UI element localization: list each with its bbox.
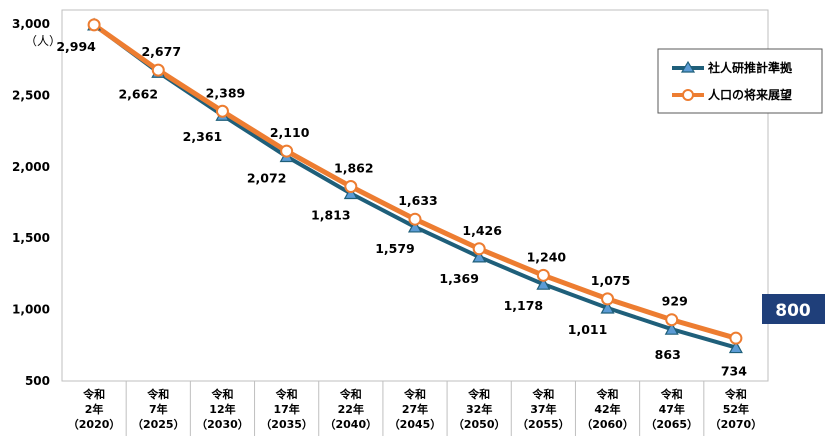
x-tick-label: 令和 bbox=[596, 387, 619, 401]
y-unit-label: （人） bbox=[25, 34, 61, 48]
x-tick-label: 令和 bbox=[210, 387, 233, 401]
series-line-2 bbox=[91, 22, 739, 341]
series-2-data-label: 2,677 bbox=[141, 44, 181, 59]
x-tick-label: （2020） bbox=[68, 418, 121, 431]
x-tick-label: 令和 bbox=[724, 387, 747, 401]
x-tick-label: （2035） bbox=[260, 418, 313, 431]
series-2-marker bbox=[151, 63, 165, 77]
y-tick-label: 2,500 bbox=[12, 88, 50, 102]
series-2-marker bbox=[601, 292, 615, 306]
series-2-data-label: 1,240 bbox=[527, 249, 567, 264]
x-tick-label: （2040） bbox=[325, 418, 378, 431]
series-1-marker bbox=[536, 276, 551, 290]
legend-marker-series-1 bbox=[680, 60, 696, 73]
y-axis-ticks: 3,000 2,500 2,000 1,500 1,000 500 bbox=[12, 17, 50, 388]
series-1-data-label: 1,178 bbox=[504, 298, 544, 313]
legend-marker-series-2 bbox=[682, 89, 694, 101]
x-tick-label: （2030） bbox=[196, 418, 249, 431]
x-tick-label: 令和 bbox=[275, 387, 298, 401]
x-tick-label: （2045） bbox=[389, 418, 442, 431]
legend-box bbox=[657, 48, 823, 114]
series-2-data-label: 2,389 bbox=[206, 85, 246, 100]
y-tick-label: 1,500 bbox=[12, 231, 50, 245]
series-2-data-label: 2,994 bbox=[56, 39, 96, 54]
y-tick-label: 3,000 bbox=[12, 17, 50, 31]
y-tick-label: 500 bbox=[25, 374, 50, 388]
series-1-marker bbox=[728, 340, 743, 354]
highlight-box bbox=[762, 294, 825, 324]
series-2-data-label: 1,426 bbox=[462, 223, 502, 238]
x-tick-label: 22年 bbox=[338, 402, 364, 416]
series-2-marker bbox=[729, 331, 743, 345]
series-2-marker bbox=[536, 268, 550, 282]
series-2-marker bbox=[280, 144, 294, 158]
x-tick-label: 47年 bbox=[659, 402, 685, 416]
x-tick-label: （2025） bbox=[132, 418, 185, 431]
series-2-marker bbox=[408, 212, 422, 226]
series-1-data-label: 863 bbox=[655, 347, 681, 362]
x-tick-label: （2050） bbox=[453, 418, 506, 431]
x-category-separators bbox=[125, 381, 705, 436]
x-tick-label: 令和 bbox=[146, 387, 169, 401]
x-tick-label: 2年 bbox=[85, 402, 104, 416]
series-1-data-label: 1,011 bbox=[568, 322, 608, 337]
series-1-data-label: 1,813 bbox=[311, 208, 351, 223]
x-tick-label: （2060） bbox=[581, 418, 634, 431]
series-1-marker bbox=[664, 321, 679, 335]
series-2-data-label: 2,110 bbox=[270, 125, 310, 140]
x-tick-label: 令和 bbox=[660, 387, 683, 401]
x-tick-label: 37年 bbox=[530, 402, 556, 416]
series-2-data-label: 1,075 bbox=[591, 273, 631, 288]
x-tick-label: 令和 bbox=[531, 387, 554, 401]
series-1-data-label: 2,072 bbox=[247, 171, 287, 186]
series-2-data-label: 1,633 bbox=[398, 193, 438, 208]
x-tick-label: 7年 bbox=[149, 402, 168, 416]
legend-label-series-1: 社人研推計準拠 bbox=[707, 60, 793, 75]
highlight-value: 800 bbox=[775, 301, 811, 321]
x-tick-label: 令和 bbox=[403, 387, 426, 401]
series-2-marker bbox=[665, 313, 679, 327]
legend-label-series-2: 人口の将来展望 bbox=[708, 87, 792, 102]
x-tick-label: 17年 bbox=[273, 402, 299, 416]
x-tick-label: （2065） bbox=[645, 418, 698, 431]
x-tick-label: （2055） bbox=[517, 418, 570, 431]
series-1-marker bbox=[407, 219, 423, 233]
series-line-1 bbox=[92, 22, 738, 350]
series-2-marker bbox=[215, 104, 229, 118]
series-2-data-label: 1,862 bbox=[334, 161, 374, 176]
series-layer bbox=[87, 17, 743, 354]
series-2-marker bbox=[87, 18, 101, 32]
x-tick-label: 32年 bbox=[466, 402, 492, 416]
x-tick-label: 12年 bbox=[209, 402, 235, 416]
series-1-data-label: 2,662 bbox=[118, 86, 158, 101]
series-1-marker bbox=[472, 249, 487, 263]
x-tick-label: 令和 bbox=[82, 387, 105, 401]
x-axis-ticks: 令和2年（2020）令和7年（2025）令和12年（2030）令和17年（203… bbox=[68, 387, 762, 431]
series-2-marker bbox=[472, 242, 486, 256]
x-tick-label: 令和 bbox=[467, 387, 490, 401]
series-1-marker bbox=[600, 300, 615, 314]
series-1-data-label: 1,579 bbox=[375, 241, 415, 256]
x-tick-label: 42年 bbox=[594, 402, 620, 416]
series-1-data-label: 2,361 bbox=[183, 129, 223, 144]
series-1-data-label: 1,369 bbox=[439, 271, 479, 286]
y-tick-label: 2,000 bbox=[12, 160, 50, 174]
x-tick-label: 令和 bbox=[339, 387, 362, 401]
x-tick-label: 52年 bbox=[723, 402, 749, 416]
legend: 社人研推計準拠 人口の将来展望 bbox=[657, 48, 823, 114]
series-2-marker bbox=[344, 180, 358, 194]
plot-frame bbox=[61, 9, 769, 382]
series-1-data-label: 734 bbox=[721, 364, 747, 379]
y-tick-label: 1,000 bbox=[12, 303, 50, 317]
x-tick-label: 27年 bbox=[402, 402, 428, 416]
highlight-callout: 800 bbox=[762, 294, 825, 324]
x-tick-label: （2070） bbox=[710, 418, 763, 431]
series-2-data-label: 929 bbox=[662, 294, 688, 309]
data-label-layer: 2,994 2,677 2,389 2,110 1,862 1,633 1,426 1,240… bbox=[56, 39, 747, 379]
